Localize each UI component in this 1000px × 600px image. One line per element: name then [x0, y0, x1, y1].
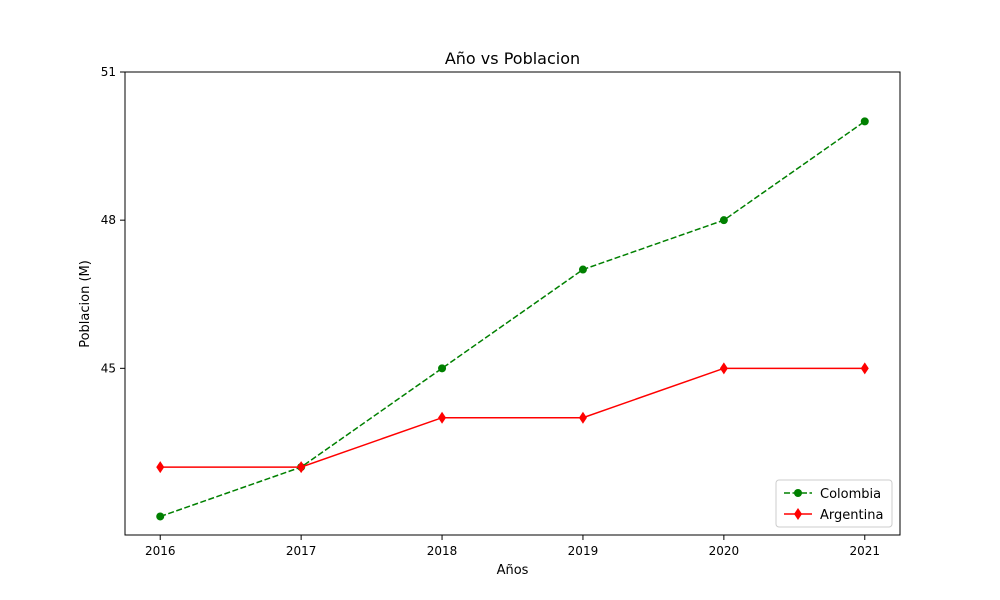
- x-tick-label-2018: 2018: [427, 544, 458, 558]
- plot-area-border: [124, 71, 901, 536]
- data-point-colombia-2018: [438, 364, 447, 373]
- plot-frame: [124, 71, 901, 536]
- plot-series: [156, 117, 869, 521]
- series-line-colombia: [159, 120, 866, 518]
- data-point-argentina-2020: [719, 362, 728, 375]
- x-tick-label-2019: 2019: [568, 544, 599, 558]
- axes: 2016 2017 2018 2019 2020 2021 45 48 51: [101, 65, 880, 558]
- data-point-colombia-2020: [719, 216, 728, 225]
- series-line-argentina: [160, 367, 865, 468]
- y-tick-label-48: 48: [101, 213, 116, 227]
- data-point-argentina-2017: [297, 461, 306, 474]
- legend-marker-colombia: [794, 489, 802, 497]
- y-tick-label-51: 51: [101, 65, 116, 79]
- x-tick-label-2016: 2016: [145, 544, 176, 558]
- x-tick-label-2017: 2017: [286, 544, 317, 558]
- data-point-colombia-2016: [156, 512, 165, 521]
- legend-box: [775, 479, 893, 528]
- x-tick-label-2021: 2021: [849, 544, 880, 558]
- x-tick-label-2020: 2020: [709, 544, 740, 558]
- legend-marker-argentina: [794, 508, 802, 520]
- y-tick-label-45: 45: [101, 361, 116, 375]
- data-point-argentina-2019: [578, 411, 587, 424]
- x-axis-label: Años: [497, 563, 529, 578]
- y-axis-label: Poblacion (M): [78, 260, 93, 348]
- legend-label-argentina: Argentina: [820, 508, 883, 523]
- chart-title: Año vs Poblacion: [445, 49, 580, 68]
- data-point-colombia-2021: [860, 117, 869, 126]
- data-point-argentina-2018: [438, 411, 447, 424]
- data-point-argentina-2021: [860, 362, 869, 375]
- legend-label-colombia: Colombia: [820, 487, 881, 502]
- data-point-colombia-2019: [578, 265, 587, 274]
- legend: Colombia Argentina: [775, 479, 893, 528]
- data-point-argentina-2016: [156, 461, 165, 474]
